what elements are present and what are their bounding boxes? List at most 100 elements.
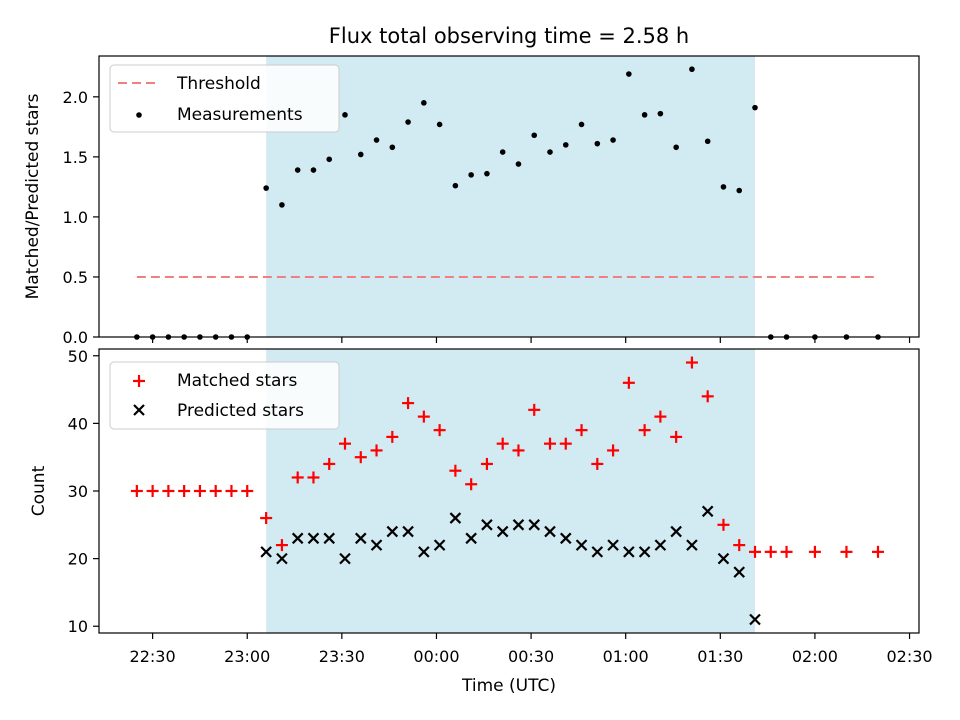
predicted-stars-point xyxy=(418,546,430,558)
ratio-legend-box xyxy=(109,64,340,133)
predicted-stars-point xyxy=(701,505,714,518)
matched-stars-point xyxy=(307,471,320,484)
predicted-stars-point xyxy=(638,546,651,558)
predicted-stars-point-b xyxy=(638,546,651,558)
predicted-stars-point-b xyxy=(370,539,383,551)
count-ytick-label: 50 xyxy=(68,347,88,366)
predicted-stars-point xyxy=(591,546,604,558)
predicted-stars-point xyxy=(749,613,761,626)
count-y-axis: 10 20 30 40 50 xyxy=(68,347,99,636)
predicted-stars-point xyxy=(481,519,493,531)
predicted-stars-point xyxy=(686,539,698,551)
ratio-panel: 0.00.51.01.52.0 Matched/Predicted stars … xyxy=(23,55,920,347)
matched-stars-point xyxy=(354,451,367,464)
measurement-point xyxy=(578,121,585,128)
matched-stars-point xyxy=(417,410,430,423)
predicted-stars-point-b xyxy=(402,525,414,538)
legend-measurements-swatch xyxy=(136,112,142,118)
matched-stars-point xyxy=(323,457,336,470)
matched-stars-point xyxy=(622,376,635,389)
predicted-stars-point-b xyxy=(575,539,588,551)
predicted-stars-point xyxy=(512,519,525,531)
predicted-stars-point xyxy=(433,539,446,551)
predicted-stars-point-b xyxy=(749,613,761,626)
measurement-point xyxy=(689,66,695,73)
predicted-stars-point xyxy=(544,525,556,538)
measurement-point xyxy=(499,149,506,155)
matched-stars-point xyxy=(241,485,254,497)
matched-stars-point xyxy=(291,471,304,484)
predicted-stars-point xyxy=(496,525,509,538)
matched-stars-point xyxy=(402,397,415,410)
predicted-stars-point-b xyxy=(686,539,698,551)
measurement-point xyxy=(531,132,538,139)
predicted-stars-point-b xyxy=(607,539,619,551)
measurement-point xyxy=(436,121,443,128)
count-ytick-label: 10 xyxy=(68,617,88,636)
predicted-stars-point-b xyxy=(307,532,320,545)
ratio-y-axis: 0.0 0.5 1.0 1.5 2.0 xyxy=(63,88,99,347)
ratio-plot-frame xyxy=(98,55,920,338)
predicted-stars-point-b xyxy=(512,519,525,531)
measurement-point xyxy=(294,167,301,173)
matched-stars-point xyxy=(130,485,143,497)
matched-stars-point xyxy=(544,437,556,450)
predicted-stars-point-b xyxy=(260,546,272,558)
measurement-point xyxy=(704,138,711,145)
matched-stars-point xyxy=(496,437,509,450)
measurement-point xyxy=(752,104,758,111)
predicted-stars-point xyxy=(260,546,272,558)
ratio-ytick-label: 2.0 xyxy=(63,88,88,107)
predicted-stars-point xyxy=(607,539,619,551)
predicted-stars-point xyxy=(370,539,383,551)
matched-stars-point xyxy=(225,485,238,497)
matched-stars-point xyxy=(209,485,222,497)
predicted-stars-point xyxy=(465,532,477,545)
predicted-stars-point-b xyxy=(323,532,336,545)
legend-predicted-swatch xyxy=(133,404,145,416)
measurement-point xyxy=(279,202,285,208)
count-ytick-label: 40 xyxy=(68,414,88,433)
matched-stars-point xyxy=(638,424,651,437)
predicted-stars-point-b xyxy=(291,532,304,545)
matched-stars-point xyxy=(528,403,541,416)
measurement-point xyxy=(594,140,601,147)
measurement-point xyxy=(357,151,364,158)
predicted-stars-point-b xyxy=(496,525,509,538)
matched-stars-point xyxy=(607,444,620,457)
measurement-point xyxy=(657,110,664,117)
matched-stars-point xyxy=(559,437,572,450)
matched-stars-point xyxy=(717,518,730,531)
matched-stars-point xyxy=(275,539,288,552)
count-legend: Matched stars Predicted stars xyxy=(109,361,340,430)
predicted-stars-point-b xyxy=(449,512,462,524)
predicted-stars-point xyxy=(670,525,682,538)
matched-stars-point xyxy=(749,545,761,558)
ratio-shaded-region xyxy=(266,56,755,337)
matched-stars-point xyxy=(591,457,604,470)
matched-stars-point xyxy=(654,410,667,423)
count-xtick-label: 22:30 xyxy=(130,647,176,666)
count-plot-frame xyxy=(98,348,920,634)
predicted-stars-point-b xyxy=(418,546,430,558)
count-shaded-region xyxy=(266,349,755,633)
count-xtick-label: 01:00 xyxy=(603,647,649,666)
matched-stars-point xyxy=(433,424,446,437)
ratio-ytick-label: 0.5 xyxy=(63,268,88,287)
predicted-stars-point-b xyxy=(733,566,746,578)
x-axis-label: Time (UTC) xyxy=(461,676,556,696)
measurement-point xyxy=(626,71,632,77)
legend-matched-label: Matched stars xyxy=(177,371,297,391)
predicted-stars-point-b xyxy=(339,552,351,565)
matched-stars-point xyxy=(178,485,191,497)
predicted-stars-point xyxy=(623,546,635,558)
count-legend-box xyxy=(109,361,340,430)
count-panel: 10 20 30 40 50 22:30 23:00 23:30 00:00 00:30 01:0… xyxy=(29,347,933,696)
measurement-point xyxy=(310,167,317,173)
measurement-point xyxy=(263,185,269,191)
legend-threshold-label: Threshold xyxy=(176,74,261,94)
measurement-point xyxy=(421,100,427,106)
matched-stars-point xyxy=(146,485,159,497)
matched-stars-point xyxy=(449,464,462,477)
